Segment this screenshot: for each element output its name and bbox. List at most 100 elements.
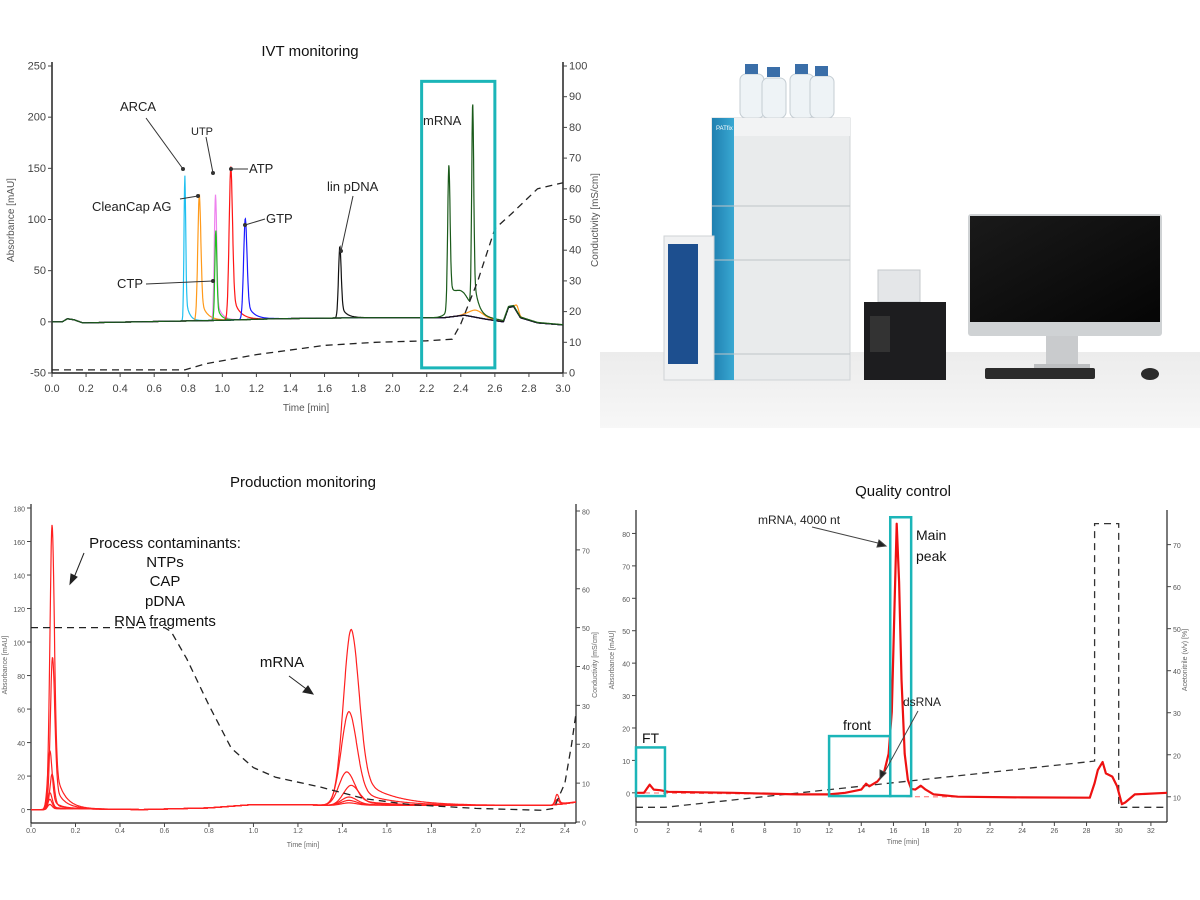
detector-units <box>864 269 946 380</box>
y2-tick-label: 40 <box>582 665 590 672</box>
chromatogram-trace-2 <box>52 193 563 326</box>
y-tick-label: 20 <box>622 726 630 733</box>
y-tick-label: 100 <box>28 214 46 226</box>
x-tick-label: 0.8 <box>204 828 214 835</box>
x-tick-label: 1.4 <box>338 828 348 835</box>
y-tick-label: 60 <box>17 708 25 715</box>
qc-absorbance-trace <box>636 522 1168 806</box>
y2-tick-label: 50 <box>569 214 581 226</box>
x-tick-label: 2.2 <box>419 383 434 395</box>
y-tick-label: 160 <box>13 540 25 547</box>
y-tick-label: -50 <box>30 368 46 380</box>
y2-tick-label: 60 <box>569 183 581 195</box>
x-tick-label: 2.4 <box>560 828 570 835</box>
gtp-pointer <box>244 218 266 226</box>
chromatogram-trace-3 <box>31 750 576 811</box>
y-tick-label: 60 <box>622 597 630 604</box>
y2-tick-label: 20 <box>569 306 581 318</box>
ctp-label: CTP <box>117 276 143 291</box>
y-tick-label: 180 <box>13 507 25 514</box>
solvent-bottles <box>739 64 835 119</box>
x-tick-label: 1.4 <box>283 383 298 395</box>
y-tick-label: 0 <box>40 316 46 328</box>
y-tick-label: 140 <box>13 574 25 581</box>
x-tick-label: 2.0 <box>385 383 400 395</box>
x-tick-label: 2.2 <box>516 828 526 835</box>
x-tick-label: 22 <box>986 828 994 835</box>
y2-tick-label: 50 <box>1173 627 1181 634</box>
utp-pointer <box>205 136 214 174</box>
production-y2-axis-label: Conductivity [mS/cm] <box>592 632 599 698</box>
y-tick-label: 70 <box>622 564 630 571</box>
contaminant-rna-fragments: RNA fragments <box>114 613 216 630</box>
x-tick-label: 0 <box>634 828 638 835</box>
y2-tick-label: 20 <box>1173 753 1181 760</box>
y-tick-label: 80 <box>17 674 25 681</box>
chromatogram-trace-5 <box>31 792 576 811</box>
y2-tick-label: 10 <box>569 337 581 349</box>
ivt-plot-area <box>52 79 564 371</box>
y2-tick-label: 100 <box>569 61 587 73</box>
ivt-annotations <box>145 117 354 285</box>
hplc-stack: PATfix <box>711 117 851 381</box>
x-tick-label: 0.4 <box>112 383 127 395</box>
qc-plot-area <box>634 515 1168 808</box>
x-tick-label: 4 <box>698 828 702 835</box>
x-tick-label: 14 <box>857 828 865 835</box>
arca-label: ARCA <box>120 99 156 114</box>
y2-tick-label: 50 <box>582 626 590 633</box>
production-mrna-label: mRNA <box>260 654 304 671</box>
y-tick-label: 150 <box>28 163 46 175</box>
production-x-axis-label: Time [min] <box>287 842 319 849</box>
x-tick-label: 20 <box>954 828 962 835</box>
mrna-highlight-box <box>420 79 497 370</box>
x-tick-label: 1.2 <box>249 383 264 395</box>
atp-label: ATP <box>249 161 273 176</box>
x-tick-label: 2.8 <box>521 383 536 395</box>
y2-tick-label: 40 <box>1173 669 1181 676</box>
production-title: Production monitoring <box>230 474 376 491</box>
x-tick-label: 1.2 <box>293 828 303 835</box>
y2-tick-label: 0 <box>569 368 575 380</box>
main-peak-highlight-box <box>888 515 913 798</box>
chromatogram-trace-3 <box>52 194 563 326</box>
y2-tick-label: 90 <box>569 91 581 103</box>
y2-tick-label: 10 <box>582 782 590 789</box>
y-tick-label: 100 <box>13 641 25 648</box>
ivt-y-axis-label: Absorbance [mAU] <box>6 178 17 262</box>
y-tick-label: 250 <box>28 61 46 73</box>
x-tick-label: 0.2 <box>71 828 81 835</box>
qc-y-axis-label: Absorbance [mAU] <box>609 631 616 690</box>
y2-tick-label: 10 <box>1173 795 1181 802</box>
y-tick-label: 50 <box>34 265 46 277</box>
ctp-pointer <box>145 280 214 285</box>
y-tick-label: 0 <box>21 808 25 815</box>
x-tick-label: 24 <box>1018 828 1026 835</box>
y2-tick-label: 20 <box>582 743 590 750</box>
chromatogram-trace-7 <box>31 801 576 811</box>
production-y-axis-label: Absorbance [mAU] <box>2 636 9 695</box>
x-tick-label: 2 <box>666 828 670 835</box>
x-tick-label: 10 <box>793 828 801 835</box>
x-tick-label: 8 <box>763 828 767 835</box>
utp-label: UTP <box>191 126 213 138</box>
x-tick-label: 0.6 <box>160 828 170 835</box>
cleancap-pointer <box>179 195 199 200</box>
x-tick-label: 30 <box>1115 828 1123 835</box>
qc-title: Quality control <box>855 483 951 500</box>
contaminants-title: Process contaminants: <box>89 535 241 552</box>
y-tick-label: 40 <box>622 662 630 669</box>
y-tick-label: 20 <box>17 775 25 782</box>
contaminant-cap: CAP <box>150 573 181 590</box>
x-tick-label: 1.8 <box>351 383 366 395</box>
y-tick-label: 50 <box>622 629 630 636</box>
y2-tick-label: 70 <box>1173 543 1181 550</box>
main-peak-label-1: Main <box>916 527 946 543</box>
lin-pdna-label: lin pDNA <box>327 179 379 194</box>
y2-tick-label: 30 <box>1173 711 1181 718</box>
pdna-pointer <box>340 195 354 252</box>
y2-tick-label: 60 <box>1173 585 1181 592</box>
x-tick-label: 2.6 <box>487 383 502 395</box>
y2-tick-label: 30 <box>582 704 590 711</box>
chromatogram-trace-6 <box>52 217 563 326</box>
